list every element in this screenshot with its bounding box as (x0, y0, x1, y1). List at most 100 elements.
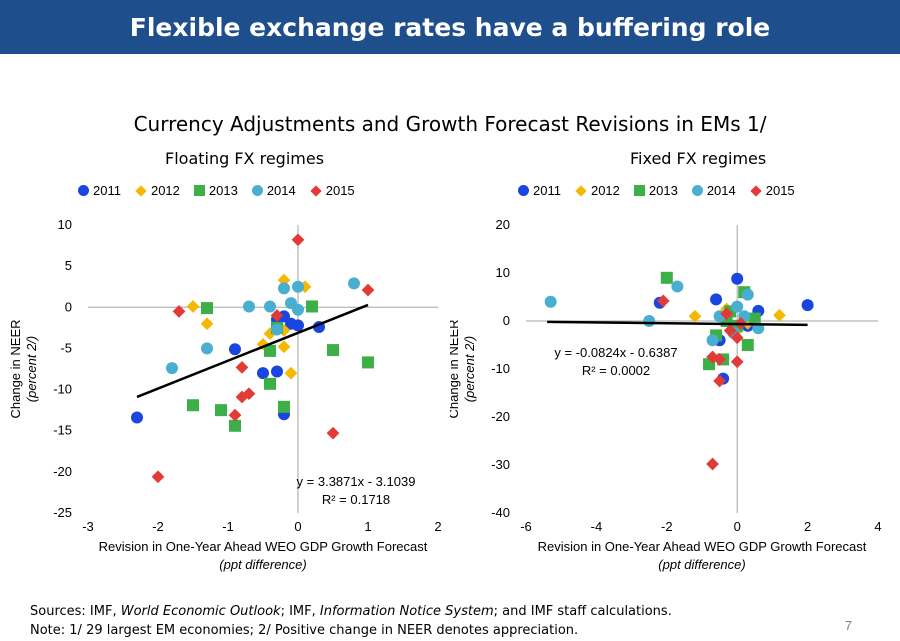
y-tick-label: -40 (491, 505, 510, 520)
data-point-2015 (228, 408, 242, 422)
data-point-2013 (229, 419, 241, 432)
footnote: Note: 1/ 29 largest EM economies; 2/ Pos… (30, 623, 579, 638)
legend-marker-diamond (310, 184, 322, 197)
data-point-2015 (235, 360, 249, 374)
right-legend: 2011 2012 2013 2014 2015 (518, 183, 795, 198)
legend-marker-circle (691, 185, 703, 196)
data-point-2013 (327, 344, 339, 357)
data-point-2014 (278, 282, 290, 295)
data-point-2013 (264, 344, 276, 357)
data-point-2014 (292, 280, 304, 293)
y-tick-label: -20 (53, 464, 72, 479)
data-point-2015 (242, 387, 256, 401)
y-tick-label: -10 (53, 382, 72, 397)
left-legend: 2011 2012 2013 2014 2015 (78, 183, 355, 198)
y-tick-label: 0 (503, 313, 510, 328)
page-number: 7 (844, 618, 852, 633)
data-point-2015 (723, 324, 737, 337)
x-tick-label: 0 (294, 519, 301, 534)
data-point-2011 (292, 319, 304, 332)
data-point-2012 (773, 308, 786, 322)
legend-item-2014: 2014 (251, 183, 296, 198)
y-tick-label: -30 (491, 457, 510, 472)
data-point-2014 (348, 277, 360, 290)
data-point-2013 (278, 400, 290, 413)
x-axis-subtitle: (ppt difference) (219, 557, 306, 572)
right-panel-title: Fixed FX regimes (630, 149, 767, 168)
y-tick-label: -5 (60, 340, 72, 355)
data-point-2015 (172, 305, 186, 318)
data-point-2014 (285, 297, 297, 310)
legend-label: 2012 (150, 183, 180, 198)
legend-item-2011: 2011 (78, 183, 121, 198)
legend-marker-circle (78, 185, 89, 196)
legend-label: 2015 (765, 183, 795, 198)
data-point-2015 (656, 294, 670, 308)
data-point-2012 (277, 340, 291, 354)
x-axis-title: Revision in One-Year Ahead WEO GDP Growt… (538, 539, 867, 554)
data-point-2014 (671, 280, 684, 293)
y-axis-subtitle: (percent 2/) (462, 336, 477, 402)
data-point-2013 (748, 312, 761, 325)
y-axis-title: Change in NEER (450, 320, 461, 419)
data-point-2013 (201, 302, 213, 315)
legend-marker-circle (518, 185, 529, 196)
legend-label: 2015 (325, 183, 355, 198)
data-point-2015 (270, 309, 284, 322)
data-point-2011 (801, 299, 814, 312)
legend-marker-diamond (575, 184, 587, 197)
legend-label: 2011 (93, 183, 121, 198)
data-point-2014 (731, 300, 744, 313)
legend-marker-circle (251, 185, 263, 196)
data-point-2012 (284, 366, 298, 380)
legend-label: 2013 (648, 183, 678, 198)
data-point-2011 (257, 367, 269, 380)
r-squared-label: R² = 0.0002 (582, 363, 650, 378)
data-point-2013 (264, 377, 276, 390)
x-tick-label: 1 (364, 519, 371, 534)
x-tick-label: -3 (82, 519, 94, 534)
x-tick-label: 0 (734, 519, 741, 534)
sources-text: ; IMF, (280, 604, 320, 619)
data-point-2013 (306, 300, 318, 313)
legend-marker-diamond (135, 184, 147, 197)
data-point-2013 (215, 404, 227, 417)
data-point-2014 (741, 288, 754, 301)
x-tick-label: 4 (874, 519, 881, 534)
chart-main-title: Currency Adjustments and Growth Forecast… (133, 112, 767, 136)
y-tick-label: -20 (491, 409, 510, 424)
x-tick-label: 2 (804, 519, 811, 534)
legend-label: 2012 (590, 183, 620, 198)
sources-ins: Information Notice System (319, 604, 494, 619)
data-point-2014 (201, 342, 213, 355)
data-point-2015 (730, 355, 744, 369)
data-point-2011 (710, 293, 723, 306)
data-point-2014 (643, 315, 656, 327)
data-point-2012 (200, 317, 214, 331)
legend-item-2011: 2011 (518, 183, 561, 198)
data-point-2015 (151, 470, 165, 484)
legend-item-2015: 2015 (310, 183, 355, 198)
legend-marker-diamond (750, 184, 762, 197)
data-point-2014 (243, 300, 255, 313)
data-point-2011 (131, 411, 143, 424)
y-tick-label: 10 (58, 217, 72, 232)
trendline-equation: y = 3.3871x - 3.1039 (297, 474, 416, 489)
data-point-2015 (713, 374, 726, 388)
sources-text: ; and IMF staff calculations. (493, 604, 672, 619)
title-banner: Flexible exchange rates have a buffering… (0, 0, 900, 54)
slide-title: Flexible exchange rates have a buffering… (129, 12, 771, 42)
y-tick-label: 0 (65, 299, 72, 314)
trendline (136, 303, 369, 399)
data-point-2015 (361, 283, 375, 297)
data-point-2014 (166, 362, 178, 375)
legend-item-2013: 2013 (633, 183, 678, 198)
x-tick-label: -2 (152, 519, 164, 534)
data-point-2011 (731, 272, 744, 285)
x-tick-label: -6 (520, 519, 532, 534)
y-tick-label: 20 (496, 217, 510, 232)
data-point-2013 (362, 356, 374, 369)
data-point-2015 (706, 457, 719, 471)
